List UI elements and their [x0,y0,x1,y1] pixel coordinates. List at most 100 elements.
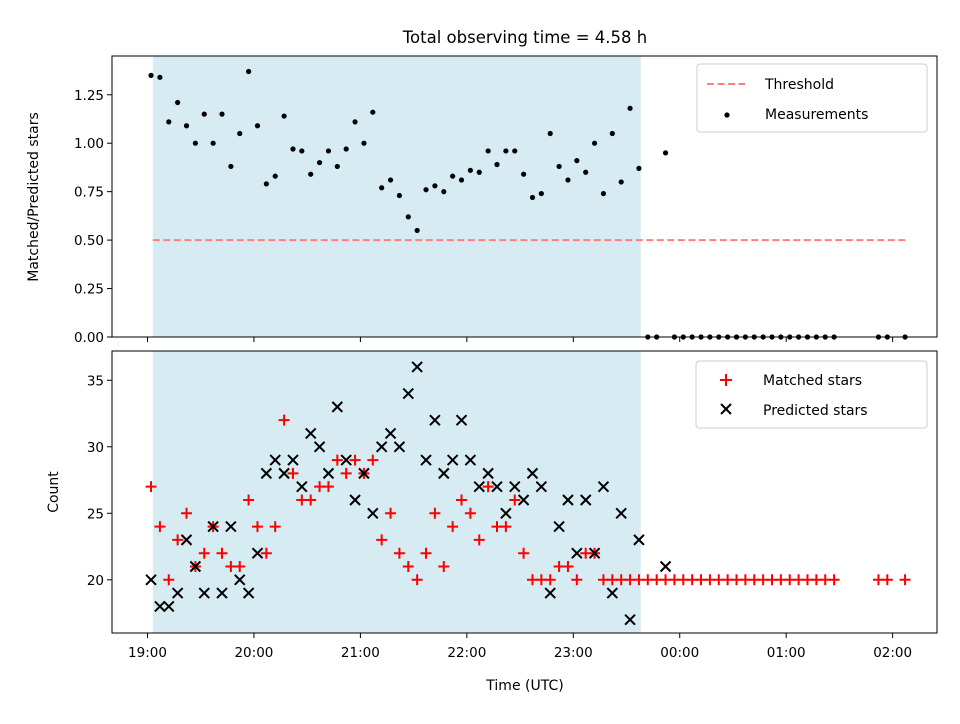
x-tick-label: 19:00 [128,645,167,661]
predicted-star-point [526,467,539,480]
predicted-star-point [659,560,672,573]
ratio-legend: Threshold Measurements [696,63,928,133]
matched-star-point [429,507,441,519]
x-tick-label: 02:00 [873,645,912,661]
x-tick-label: 20:00 [234,645,273,661]
predicted-star-point [393,441,406,453]
measurement-point [299,148,305,154]
y-tick-label: 1.00 [74,136,104,152]
predicted-star-point [597,480,610,493]
matched-star-point [482,481,494,493]
chart-title: Total observing time = 4.58 h [402,28,647,47]
matched-star-point [500,521,512,533]
observing-window-shade-count [152,351,641,633]
matched-star-point [544,574,556,586]
measurement-point [441,189,447,195]
ratio-y-axis: 0.00 0.25 0.50 0.75 1.00 1.25 [74,88,112,346]
matched-star-point [571,574,583,586]
legend-predicted-label: Predicted stars [763,403,868,419]
measurement-point [254,123,261,129]
measurement-point [636,165,642,171]
predicted-star-point [624,613,636,626]
measurement-point [175,99,181,106]
matched-star-point [305,494,317,506]
predicted-star-point [473,480,485,493]
predicted-star-point [615,507,627,519]
matched-star-point [393,547,405,559]
matched-star-point [562,560,574,572]
measurement-point [547,130,553,137]
predicted-star-point [154,600,166,613]
matched-star-point [216,547,228,559]
observing-window-shade [152,56,641,337]
y-tick-label: 1.25 [74,88,104,104]
y-tick-label: 0.75 [74,185,104,201]
measurement-point [591,140,598,146]
measurement-point [414,227,420,234]
measurement-point [538,190,544,197]
y-tick-label: 0.00 [74,330,104,346]
measurement-point [379,185,385,191]
measurement-point [618,179,624,185]
x-axis-label: Time (UTC) [485,678,563,694]
matched-star-point [447,521,459,533]
ratio-legend-box [696,63,928,133]
measurement-point [609,130,615,137]
predicted-star-point [606,587,619,599]
measurement-point [565,177,571,183]
measurement-point [503,148,509,154]
predicted-star-point [455,414,468,426]
matched-star-point [322,481,334,493]
predicted-star-point [225,520,237,533]
count-x-axis: 19:00 20:00 21:00 22:00 23:00 00:00 01:00 02:00 [128,633,912,661]
predicted-star-point [349,494,361,506]
matched-star-point [269,521,281,533]
legend-measurements-label: Measurements [765,107,868,123]
count-legend-box [695,360,928,429]
legend-matched-label: Matched stars [763,373,862,389]
predicted-star-point [234,574,246,586]
predicted-star-point [358,467,370,480]
measurement-point [201,111,207,117]
measurement-point [183,123,190,129]
predicted-star-point [438,467,450,480]
y-tick-label: 20 [87,573,104,589]
matched-star-point [509,494,521,506]
matched-star-point [899,574,911,586]
measurement-point [237,130,243,137]
matched-stars-points [145,414,911,586]
measurement-point [166,119,172,125]
matched-star-point [260,547,272,559]
legend-threshold-label: Threshold [764,77,834,93]
measurement-point [574,158,580,164]
predicted-star-point [278,467,290,480]
predicted-star-point [544,587,556,599]
count-y-axis-label: Count [46,471,62,513]
predicted-star-point [251,547,264,559]
x-tick-label: 01:00 [767,645,806,661]
legend-predicted-swatch [720,403,732,415]
measurement-point [219,111,225,117]
matched-star-point [473,534,485,546]
matched-star-point [438,560,450,572]
matched-star-point [340,467,352,479]
measurement-point [228,163,234,170]
measurement-point [662,150,669,156]
measurement-point [600,190,607,197]
predicted-star-point [375,441,388,453]
measurement-point [476,169,482,175]
predicted-star-point [420,454,432,466]
matched-star-point [385,507,397,519]
measurement-point [157,74,163,80]
x-tick-label: 21:00 [341,645,380,661]
measurement-point [246,68,252,75]
predicted-star-point [242,587,255,599]
matched-star-point [518,547,530,559]
matched-star-point [154,521,166,533]
count-panel-frame [111,350,938,634]
count-y-axis: 20 25 30 35 [87,373,112,589]
predicted-star-point [411,361,423,373]
measurement-point [343,146,349,152]
y-tick-label: 0.25 [74,282,104,298]
matched-star-point [145,481,157,493]
